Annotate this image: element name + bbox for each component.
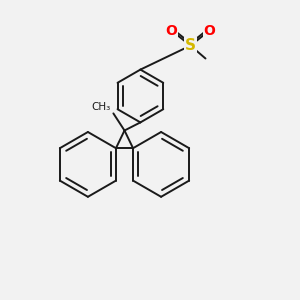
Text: O: O: [203, 24, 215, 38]
Text: S: S: [185, 38, 196, 53]
Text: CH₃: CH₃: [92, 102, 111, 112]
Text: O: O: [166, 24, 178, 38]
